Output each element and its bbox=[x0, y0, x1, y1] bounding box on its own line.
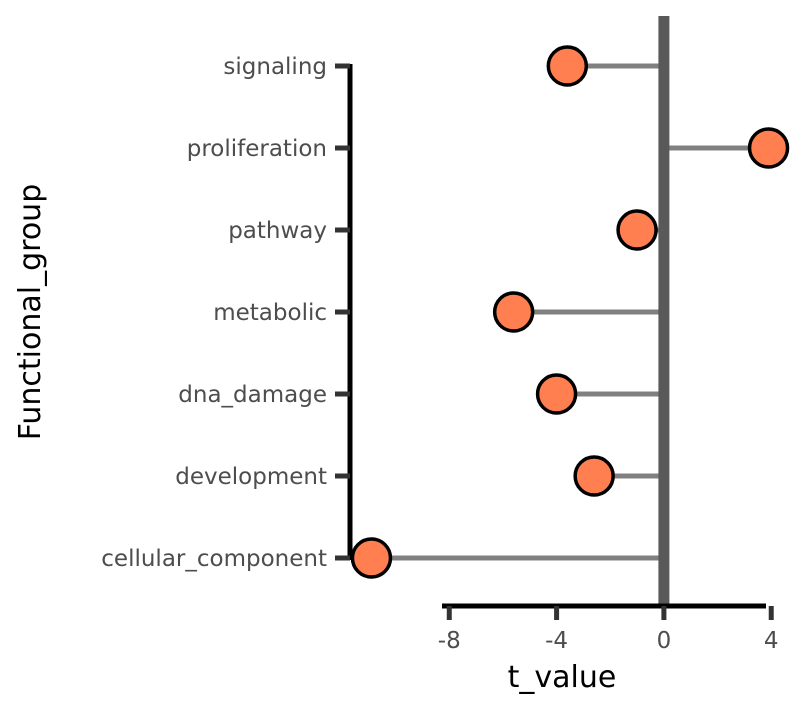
segments-layer bbox=[371, 63, 769, 561]
y-tick-label-proliferation: proliferation bbox=[187, 136, 327, 162]
point-development bbox=[573, 455, 615, 497]
y-tick-label-development: development bbox=[175, 464, 327, 490]
points-layer bbox=[350, 45, 790, 579]
x-axis-title: t_value bbox=[508, 660, 617, 695]
x-tick-label-4: 4 bbox=[764, 628, 779, 654]
point-cellular_component bbox=[350, 537, 393, 579]
x-tick-label--4: -4 bbox=[545, 628, 568, 654]
y-tick-label-pathway: pathway bbox=[228, 218, 327, 244]
y-tick-label-metabolic: metabolic bbox=[213, 300, 327, 326]
point-proliferation bbox=[747, 127, 790, 169]
x-tick-label-0: 0 bbox=[657, 628, 672, 654]
point-metabolic bbox=[492, 291, 535, 333]
y-tick-label-dna_damage: dna_damage bbox=[178, 382, 327, 408]
y-axis-ticks: signaling proliferation pathway metabolic dn… bbox=[101, 54, 350, 572]
point-pathway bbox=[616, 209, 658, 251]
point-dna_damage bbox=[535, 373, 578, 415]
y-tick-label-signaling: signaling bbox=[223, 54, 327, 80]
x-tick-label--8: -8 bbox=[438, 628, 461, 654]
y-tick-label-cellular_component: cellular_component bbox=[101, 546, 327, 572]
point-signaling bbox=[546, 45, 589, 87]
x-axis-ticks: -8 -4 0 4 bbox=[438, 606, 779, 654]
y-axis-title: Functional_group bbox=[13, 184, 48, 440]
